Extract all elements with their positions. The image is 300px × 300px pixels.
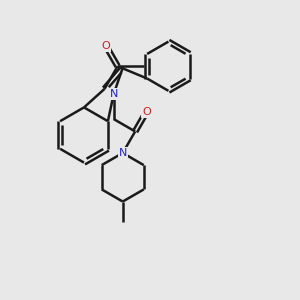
Text: O: O	[101, 41, 110, 51]
Text: N: N	[110, 89, 118, 99]
Text: O: O	[142, 107, 151, 117]
Text: N: N	[118, 148, 127, 158]
